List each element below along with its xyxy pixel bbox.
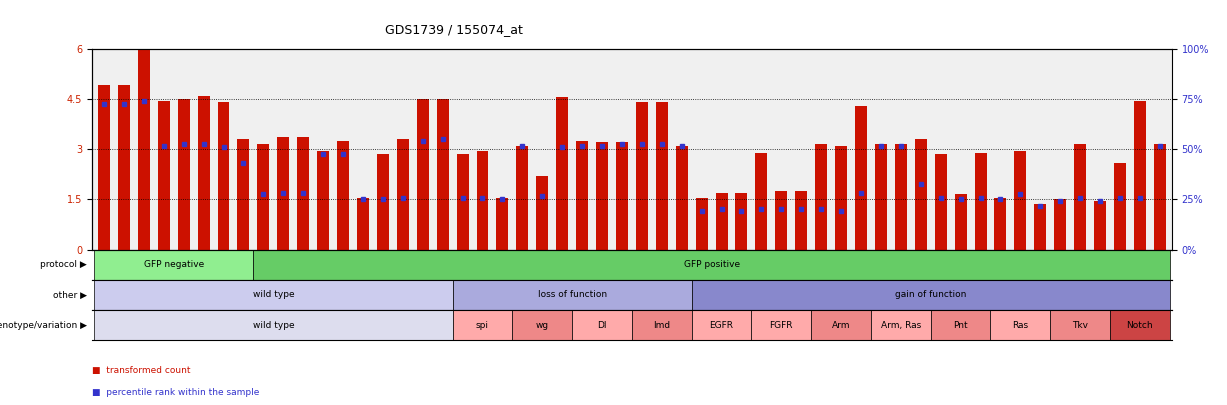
Bar (616, 143, 628, 250)
Bar (437, 99, 449, 250)
Text: protocol ▶: protocol ▶ (39, 260, 87, 269)
Bar (632, 310, 692, 340)
Text: loss of function: loss of function (537, 290, 606, 299)
Bar (513, 310, 572, 340)
Text: other ▶: other ▶ (53, 290, 87, 299)
Bar (751, 310, 811, 340)
Bar (696, 198, 708, 250)
Bar (795, 191, 807, 250)
Bar (1015, 151, 1026, 250)
Bar (1134, 100, 1146, 250)
Text: Ras: Ras (1012, 321, 1028, 330)
Bar (1094, 201, 1106, 250)
Bar (655, 102, 667, 250)
Bar (357, 198, 369, 250)
Text: EGFR: EGFR (709, 321, 734, 330)
Bar (94, 310, 453, 340)
Bar (572, 310, 632, 340)
Text: wild type: wild type (253, 321, 294, 330)
Bar (94, 250, 254, 280)
Text: ■  transformed count: ■ transformed count (92, 366, 190, 375)
Bar (1074, 144, 1086, 250)
Bar (1110, 310, 1169, 340)
Text: Pnt: Pnt (953, 321, 968, 330)
Bar (556, 97, 568, 250)
Bar (935, 154, 947, 250)
Bar (377, 154, 389, 250)
Bar (855, 106, 867, 250)
Bar (676, 146, 687, 250)
Bar (1054, 199, 1066, 250)
Text: Notch: Notch (1126, 321, 1153, 330)
Bar (596, 143, 609, 250)
Bar (254, 250, 1169, 280)
Bar (1153, 144, 1166, 250)
Bar (94, 280, 453, 310)
Text: wg: wg (536, 321, 548, 330)
Bar (417, 99, 428, 250)
Bar (536, 176, 548, 250)
Bar (217, 102, 229, 250)
Text: FGFR: FGFR (769, 321, 793, 330)
Bar (1034, 205, 1047, 250)
Bar (497, 198, 508, 250)
Bar (198, 96, 210, 250)
Text: spi: spi (476, 321, 490, 330)
Bar (137, 49, 150, 250)
Bar (118, 85, 130, 250)
Bar (636, 102, 648, 250)
Bar (990, 310, 1050, 340)
Bar (277, 137, 290, 250)
Bar (836, 146, 847, 250)
Bar (337, 141, 348, 250)
Bar (453, 280, 692, 310)
Bar (453, 310, 513, 340)
Bar (775, 191, 788, 250)
Text: GFP negative: GFP negative (144, 260, 204, 269)
Bar (317, 151, 329, 250)
Bar (692, 280, 1169, 310)
Bar (476, 151, 488, 250)
Bar (894, 144, 907, 250)
Bar (955, 194, 967, 250)
Text: wild type: wild type (253, 290, 294, 299)
Bar (98, 85, 110, 250)
Text: Imd: Imd (653, 321, 670, 330)
Bar (875, 144, 887, 250)
Bar (178, 99, 190, 250)
Bar (994, 198, 1006, 250)
Bar (692, 310, 751, 340)
Bar (931, 310, 990, 340)
Bar (517, 146, 529, 250)
Bar (756, 153, 767, 250)
Bar (871, 310, 931, 340)
Bar (297, 137, 309, 250)
Bar (1114, 162, 1126, 250)
Bar (974, 153, 987, 250)
Bar (158, 100, 169, 250)
Bar (815, 144, 827, 250)
Bar (735, 193, 747, 250)
Bar (1050, 310, 1110, 340)
Bar (238, 139, 249, 250)
Bar (715, 193, 728, 250)
Text: GFP positive: GFP positive (683, 260, 740, 269)
Bar (915, 139, 926, 250)
Bar (396, 139, 409, 250)
Bar (811, 310, 871, 340)
Bar (258, 144, 270, 250)
Text: genotype/variation ▶: genotype/variation ▶ (0, 321, 87, 330)
Text: gain of function: gain of function (894, 290, 967, 299)
Text: ■  percentile rank within the sample: ■ percentile rank within the sample (92, 388, 259, 397)
Text: Arm: Arm (832, 321, 850, 330)
Text: GDS1739 / 155074_at: GDS1739 / 155074_at (385, 23, 523, 36)
Bar (456, 154, 469, 250)
Text: Arm, Ras: Arm, Ras (881, 321, 921, 330)
Text: Dl: Dl (598, 321, 607, 330)
Bar (577, 141, 588, 250)
Text: Tkv: Tkv (1072, 321, 1088, 330)
